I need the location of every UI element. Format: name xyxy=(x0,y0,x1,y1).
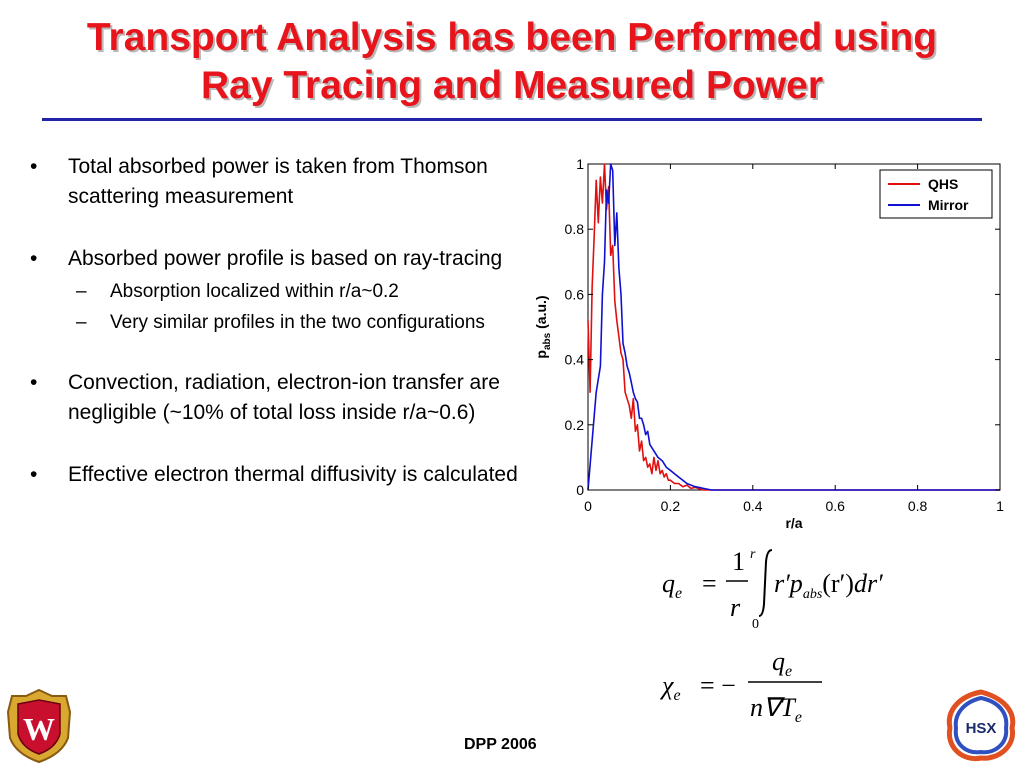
integral-lower-limit: 0 xyxy=(752,617,759,632)
qe-fraction-num: 1 xyxy=(732,547,745,576)
bullet-item: • Effective electron thermal diffusivity … xyxy=(28,460,528,490)
chart-legend: QHS Mirror xyxy=(879,169,993,219)
x-tick-label: 0.2 xyxy=(661,498,681,514)
title-line-1: Transport Analysis has been Performed us… xyxy=(86,16,938,59)
power-profile-chart: 0 0.2 0.4 0.6 0.8 1 0 0.2 0.4 0.6 0.8 1 r/a pabs (a… xyxy=(533,156,1004,531)
chi-fraction-num: qe xyxy=(772,647,792,680)
y-axis-label-unit: (a.u.) xyxy=(533,295,549,332)
qe-fraction-den: r xyxy=(730,593,741,622)
y-axis-label-main: p xyxy=(533,350,549,359)
y-axis-label: pabs (a.u.) xyxy=(533,295,553,358)
series-line-mirror xyxy=(587,163,1000,491)
bullet-marker: • xyxy=(30,371,38,394)
heat-flux-equation: qe = 1 r r 0 r′pabs(r′)dr′ xyxy=(662,547,883,632)
title-line-2: Ray Tracing and Measured Power xyxy=(200,64,824,107)
y-tick-label: 0.4 xyxy=(565,352,585,368)
qe-equals: = xyxy=(702,569,717,598)
sub-bullet-text: Absorption localized within r/a~0.2 xyxy=(110,281,399,302)
x-tick-label: 0.8 xyxy=(908,498,928,514)
bullet-item: • Convection, radiation, electron-ion tra… xyxy=(28,368,528,428)
sub-bullet-item: – Absorption localized within r/a~0.2 xyxy=(76,278,528,305)
x-tick-label: 0.6 xyxy=(825,498,845,514)
bullet-marker: • xyxy=(30,247,38,270)
y-axis-label-sub: abs xyxy=(542,332,553,350)
y-tick-label: 0.6 xyxy=(565,286,585,302)
y-tick-label: 0.8 xyxy=(565,221,585,237)
title-divider xyxy=(42,118,982,121)
legend-box xyxy=(879,169,993,219)
chi-lhs: χe xyxy=(659,671,681,704)
qe-integrand: r′pabs(r′)dr′ xyxy=(774,569,883,602)
y-tick-label: 0 xyxy=(576,482,584,498)
sub-bullet-marker: – xyxy=(76,281,87,302)
footer-label: DPP 2006 xyxy=(464,736,537,753)
legend-label-qhs: QHS xyxy=(928,176,958,192)
sub-bullet-item: – Very similar profiles in the two config… xyxy=(76,309,528,336)
bullet-marker: • xyxy=(30,463,38,486)
bullet-text: Absorbed power profile is based on ray-t… xyxy=(68,247,503,270)
chi-equals: = − xyxy=(700,671,736,700)
formulas: qe = 1 r r 0 r′pabs(r′)dr′ χe = − qe n∇T… xyxy=(659,547,883,726)
integral-upper-limit: r xyxy=(750,547,756,562)
y-tick-label: 1 xyxy=(576,156,584,172)
x-tick-label: 1 xyxy=(996,498,1004,514)
bullet-list: • Total absorbed power is taken from Thom… xyxy=(28,152,528,490)
bullet-text: Convection, radiation, electron-ion tran… xyxy=(68,371,500,424)
bullet-item: • Absorbed power profile is based on ray-… xyxy=(28,244,528,274)
sub-bullet-marker: – xyxy=(76,312,87,333)
chi-fraction-den: n∇Te xyxy=(750,693,802,726)
hsx-logo: HSX xyxy=(946,689,1016,762)
x-axis-label: r/a xyxy=(785,515,802,531)
sub-bullet-text: Very similar profiles in the two configu… xyxy=(110,312,485,333)
crest-letter: W xyxy=(23,711,55,747)
integral-sign xyxy=(758,549,773,617)
series-line-qhs xyxy=(587,163,1000,491)
hsx-logo-text: HSX xyxy=(966,720,997,737)
bullet-text: Effective electron thermal diffusivity i… xyxy=(68,463,518,486)
x-tick-label: 0 xyxy=(584,498,592,514)
legend-label-mirror: Mirror xyxy=(928,197,969,213)
university-crest-logo: W xyxy=(6,688,72,764)
bullet-marker: • xyxy=(30,155,38,178)
diffusivity-equation: χe = − qe n∇Te xyxy=(659,647,822,726)
qe-lhs: qe xyxy=(662,569,682,602)
x-tick-label: 0.4 xyxy=(743,498,763,514)
slide-title: Transport Analysis has been Performed us… xyxy=(0,14,1024,110)
bullet-item: • Total absorbed power is taken from Thom… xyxy=(28,152,528,212)
bullet-text: Total absorbed power is taken from Thoms… xyxy=(68,155,488,208)
y-tick-label: 0.2 xyxy=(565,417,585,433)
